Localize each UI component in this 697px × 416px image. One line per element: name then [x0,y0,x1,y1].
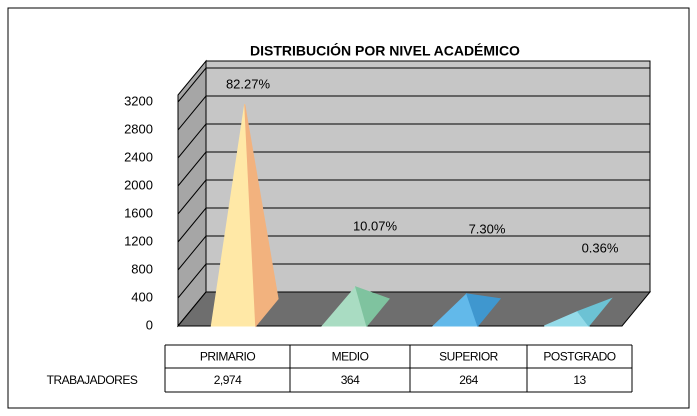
grid-line [177,235,650,271]
table-value: 13 [573,373,586,387]
pyramid [321,285,390,328]
table-header: POSTGRADO [543,350,615,364]
y-tick-label: 1200 [124,233,153,248]
percentage-label: 82.27% [226,76,271,91]
y-tick-label: 2800 [124,121,153,136]
table-header: MEDIO [332,350,369,364]
table-value: 2,974 [214,373,242,387]
pyramid [210,104,279,328]
table-value: 364 [341,373,360,387]
grid-line [177,263,650,299]
percentage-label: 10.07% [353,218,398,233]
table-value: 264 [459,373,478,387]
grid-line [177,151,650,187]
percentage-label: 7.30% [469,221,506,236]
pyramid-side [244,104,279,328]
chart-title: DISTRIBUCIÓN POR NIVEL ACADÉMICO [250,42,520,59]
y-tick-label: 1600 [124,205,153,220]
y-tick-label: 2000 [124,177,153,192]
pyramid-side [354,286,390,328]
series-name: TRABAJADORES [47,373,138,387]
y-tick-label: 3200 [124,93,153,108]
grid-line [177,179,650,215]
pyramid [544,297,613,327]
grid-line [177,207,650,243]
y-tick-label: 0 [146,317,153,332]
data-table: PRIMARIO 2,974 MEDIO 364 SUPERIOR 264 POSTGRAD… [47,344,633,393]
grid-line [177,123,650,159]
y-tick-label: 400 [131,289,153,304]
pyramid-side [576,297,613,327]
y-tick-label: 800 [131,261,153,276]
y-tick-label: 2400 [124,149,153,164]
percentage-label: 0.36% [582,240,619,255]
table-header: SUPERIOR [439,350,499,364]
grid-line [177,67,650,103]
pyramid-side [465,293,502,328]
table-header: PRIMARIO [200,350,256,364]
grid-line [177,95,650,131]
pyramid [432,293,502,328]
